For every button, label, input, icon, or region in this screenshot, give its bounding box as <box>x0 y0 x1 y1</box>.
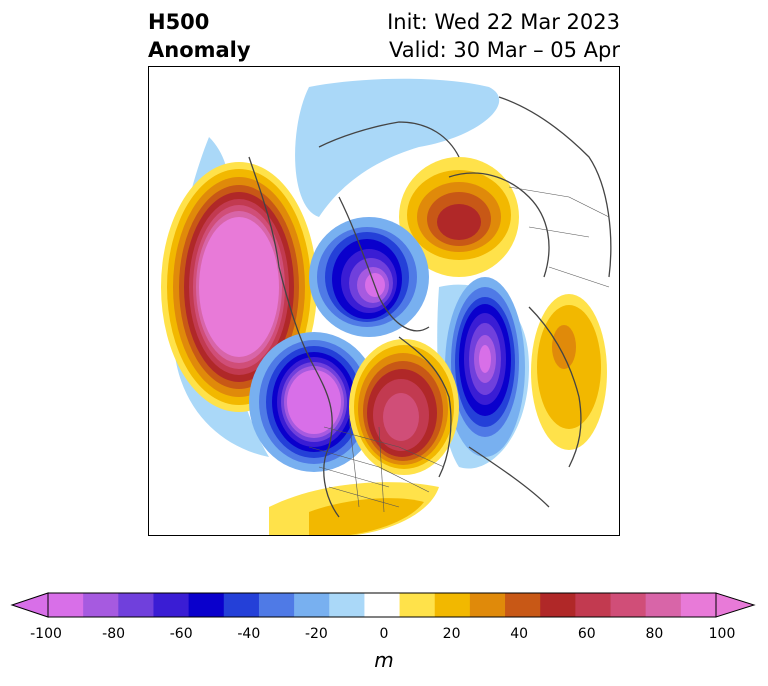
colorbar-segment <box>294 593 330 617</box>
init-date: Init: Wed 22 Mar 2023 <box>387 10 620 34</box>
colorbar-segment <box>399 593 436 617</box>
colorbar <box>10 592 756 618</box>
colorbar-extend-low <box>10 592 49 618</box>
colorbar-tick-label: 0 <box>379 626 389 642</box>
colorbar-segment <box>258 593 295 617</box>
colorbar-segment <box>575 593 612 617</box>
negative-band-north <box>295 78 500 217</box>
colorbar-segment <box>469 593 506 617</box>
colorbar-segment <box>153 593 190 617</box>
eurasian-ridge <box>531 294 607 450</box>
colorbar-segment <box>48 593 84 617</box>
arctic-trough <box>309 217 429 337</box>
colorbar-frame <box>47 592 717 618</box>
anomaly-map <box>148 66 620 536</box>
colorbar-tick-label: -100 <box>30 626 62 642</box>
title-variable: H500 <box>148 10 210 34</box>
political-borders <box>308 186 610 513</box>
western-na-trough <box>249 332 379 472</box>
colorbar-units: m <box>374 648 394 672</box>
europe-trough <box>445 277 525 457</box>
siberian-ridge <box>399 157 519 277</box>
colorbar-tick-label: 100 <box>708 626 736 642</box>
colorbar-tick-label: -20 <box>304 626 328 642</box>
colorbar-tick-label: -80 <box>102 626 126 642</box>
colorbar-extend-high <box>715 592 756 618</box>
colorbar-segment <box>118 593 154 617</box>
valid-range: Valid: 30 Mar – 05 Apr <box>389 38 620 62</box>
subtropical-ridge-core <box>309 498 424 535</box>
anomaly-map-svg <box>161 78 612 535</box>
colorbar-segment <box>434 593 471 617</box>
map-dates: Init: Wed 22 Mar 2023 Valid: 30 Mar – 05… <box>387 8 620 64</box>
colorbar-segment <box>223 593 260 617</box>
coastlines <box>248 96 612 518</box>
colorbar-segment <box>540 593 576 617</box>
colorbar-tick-label: -60 <box>169 626 193 642</box>
title-field: Anomaly <box>148 38 251 62</box>
colorbar-segment <box>329 593 365 617</box>
colorbar-tick-label: -40 <box>237 626 261 642</box>
colorbar-segment <box>645 593 682 617</box>
eastern-na-ridge <box>349 339 459 475</box>
colorbar-segment <box>680 593 717 617</box>
colorbar-tick-label: 60 <box>577 626 596 642</box>
colorbar-tick-label: 40 <box>510 626 529 642</box>
colorbar-segment <box>83 593 119 617</box>
colorbar-segment <box>505 593 541 617</box>
colorbar-tick-label: 80 <box>645 626 664 642</box>
colorbar-segment <box>188 593 225 617</box>
colorbar-tick-label: 20 <box>442 626 461 642</box>
colorbar-segment <box>364 593 401 617</box>
colorbar-segment <box>610 593 647 617</box>
map-title: H500 Anomaly <box>148 8 251 64</box>
